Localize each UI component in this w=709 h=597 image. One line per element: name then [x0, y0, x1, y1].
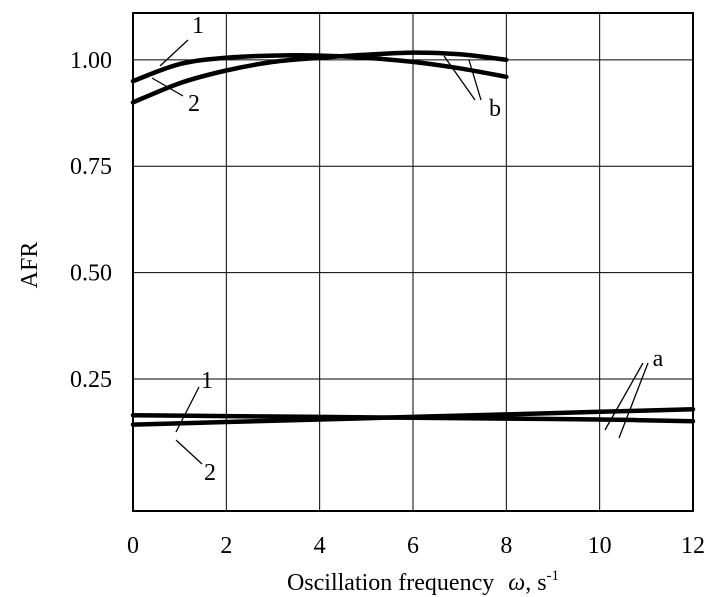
annotation-label-b-2: 2	[188, 91, 200, 117]
x-tick-label: 8	[500, 533, 512, 559]
grid	[133, 13, 693, 511]
leader-line-a-2	[175, 439, 203, 465]
leader-line-a	[604, 362, 644, 431]
x-axis-label-unit-exponent: -1	[547, 568, 560, 584]
series-line-b-2	[130, 50, 509, 105]
y-tick-label: 0.50	[70, 261, 112, 287]
leader-line-b-2	[151, 77, 184, 97]
leader-line-b-1	[159, 39, 189, 67]
annotations: 1 2 b 1 2 a	[188, 13, 664, 486]
annotation-label-a-2: 2	[204, 460, 216, 486]
x-axis-label-symbol: ω	[508, 570, 525, 596]
x-axis-label: Oscillation frequency ω, s-1	[287, 568, 559, 596]
annotation-label-b: b	[489, 96, 501, 122]
x-tick-label: 2	[220, 533, 232, 559]
y-axis-label: AFR	[17, 242, 43, 289]
x-axis-label-unit: , s	[525, 570, 546, 596]
x-tick-label: 6	[407, 533, 419, 559]
y-tick-label: 0.25	[70, 367, 112, 393]
annotation-leaders	[151, 39, 649, 465]
leader-line-a	[618, 362, 649, 439]
x-tick-label: 10	[588, 533, 612, 559]
tick-labels: 0 2 4 6 8 10 120.250.500.751.00	[70, 48, 705, 559]
leader-line-b	[443, 55, 476, 101]
leader-line-a-1	[175, 386, 200, 433]
x-tick-label: 4	[314, 533, 326, 559]
annotation-label-a-1: 1	[201, 368, 213, 394]
leader-line-b	[468, 59, 482, 101]
annotation-label-b-1: 1	[192, 13, 204, 39]
plot-frame	[132, 12, 694, 512]
x-tick-label: 12	[681, 533, 705, 559]
x-axis-label-text: Oscillation frequency	[287, 570, 494, 596]
series-line-a-2	[130, 407, 696, 427]
annotation-label-a: a	[653, 346, 664, 372]
series-group	[130, 50, 696, 427]
y-tick-label: 1.00	[70, 48, 112, 74]
x-tick-label: 0	[127, 533, 139, 559]
y-tick-label: 0.75	[70, 154, 112, 180]
